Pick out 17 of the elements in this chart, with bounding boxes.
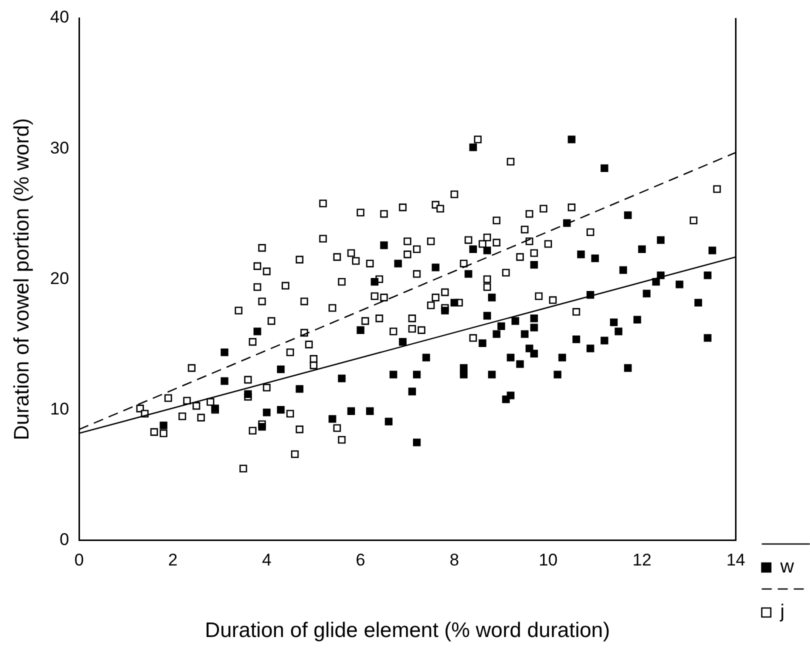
x-axis-title: Duration of glide element (% word duration) [204, 619, 610, 642]
legend-label: j [779, 602, 785, 623]
y-tick-label: 20 [50, 268, 70, 288]
x-tick-label: 4 [262, 550, 272, 570]
y-tick-label: 10 [50, 399, 70, 418]
legend-label: w [779, 556, 794, 578]
x-tick-label: 0 [74, 550, 84, 570]
y-axis-title: Duration of vowel portion (% word) [10, 118, 34, 440]
x-tick-label: 10 [538, 550, 558, 570]
x-tick-label: 6 [356, 550, 366, 570]
x-tick-label: 2 [168, 550, 178, 570]
y-tick-label: 0 [60, 530, 70, 550]
x-tick-label: 12 [632, 550, 652, 570]
x-tick-label: 8 [450, 550, 460, 570]
x-tick-label: 14 [726, 550, 746, 570]
y-tick-label: 40 [50, 8, 70, 27]
y-tick-label: 30 [50, 138, 70, 158]
